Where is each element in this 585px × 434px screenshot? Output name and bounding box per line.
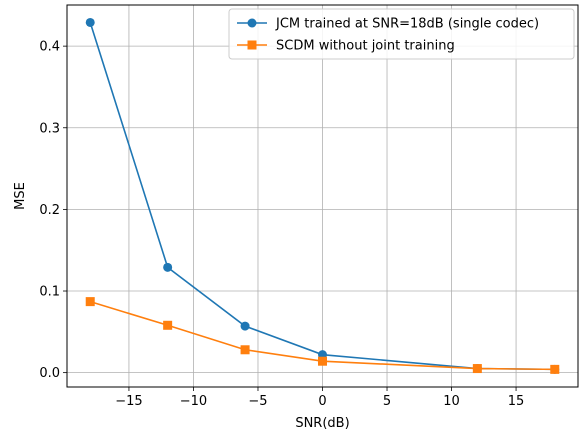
legend-entry-label: JCM trained at SNR=18dB (single codec) xyxy=(275,17,539,32)
y-tick-label: 0.1 xyxy=(39,285,60,300)
legend-box xyxy=(228,8,575,60)
data-point xyxy=(85,297,95,307)
data-point xyxy=(318,356,327,366)
x-tick-label: −10 xyxy=(180,394,207,409)
data-point xyxy=(472,364,482,374)
data-point xyxy=(85,17,95,27)
x-tick-label: 5 xyxy=(383,394,391,409)
data-point xyxy=(550,364,560,374)
data-point xyxy=(163,262,173,272)
series-line-2 xyxy=(89,300,555,371)
data-point xyxy=(240,345,250,355)
legend-marker xyxy=(247,40,257,50)
y-tick-label: 0.4 xyxy=(39,40,60,55)
ticks: −15 −10 −5 0 5 10 15 0.0 0.1 0.2 0.3 0.4 xyxy=(39,40,524,409)
data-point xyxy=(240,321,250,331)
grid xyxy=(67,5,578,387)
x-tick-label: −15 xyxy=(115,394,142,409)
x-tick-label: 10 xyxy=(443,394,460,409)
y-tick-label: 0.0 xyxy=(39,366,60,381)
legend-entry-label: SCDM without joint training xyxy=(276,39,455,54)
data-point xyxy=(163,320,173,330)
series-layer xyxy=(85,17,560,374)
x-tick-label: −5 xyxy=(248,394,267,409)
legend-marker xyxy=(247,18,257,28)
x-axis-label: SNR(dB) xyxy=(295,416,349,431)
y-axis-label: MSE xyxy=(13,182,28,210)
legend: JCM trained at SNR=18dB (single codec) SC… xyxy=(228,8,575,60)
y-tick-label: 0.3 xyxy=(39,121,60,136)
x-tick-label: 15 xyxy=(508,394,525,409)
x-tick-label: 0 xyxy=(318,394,326,409)
y-tick-label: 0.2 xyxy=(39,203,60,218)
